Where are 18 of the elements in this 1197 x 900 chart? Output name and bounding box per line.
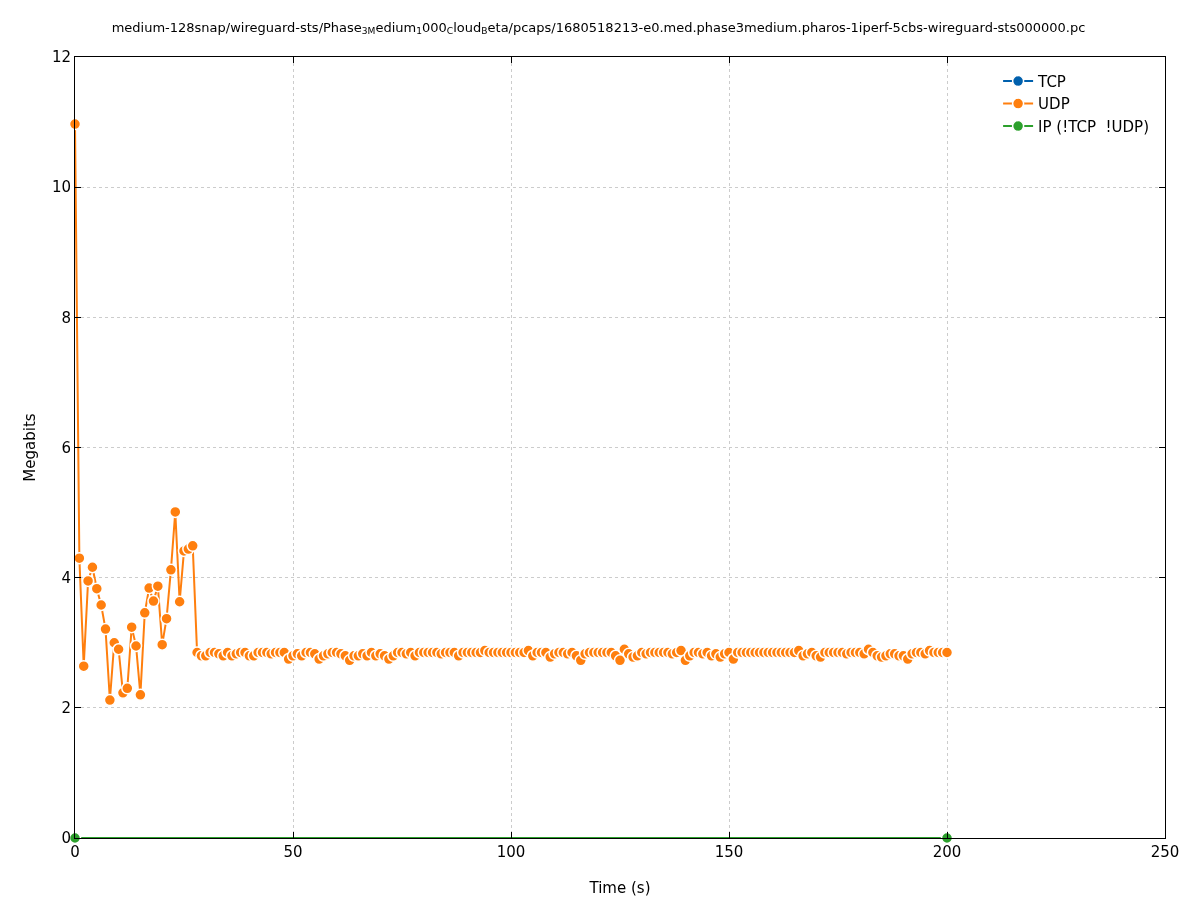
y-tick-label: 8 [61, 308, 71, 327]
y-axis-title: Megabits [21, 413, 39, 482]
y-tick-label: 12 [51, 48, 71, 67]
chart-title: medium-128snap/wireguard-sts/Phase$_{3M}$edium$_{1}$000$_{C}$loud$_{B}$eta/pcaps/1680518213-e0.med.phase3medium.pharos-1iperf-5cbs-wireguard-sts000000.pc [111, 19, 1086, 37]
x-tick-label: 250 [1150, 843, 1180, 861]
legend-label: IP (!TCP !UDP) [1038, 117, 1149, 136]
y-tick-label: 2 [61, 699, 71, 718]
x-tick-label: 200 [932, 843, 962, 861]
x-tick-label: 100 [496, 843, 526, 861]
y-tick-label: 0 [61, 829, 71, 848]
x-tick-label: 50 [283, 843, 303, 861]
x-axis-title: Time (s) [588, 879, 651, 897]
y-tick-label: 6 [61, 438, 71, 457]
legend-label: TCP [1037, 72, 1066, 91]
y-tick-label: 10 [51, 178, 71, 197]
y-tick-label: 4 [61, 568, 71, 587]
x-tick-label: 150 [714, 843, 744, 861]
legend-label: UDP [1038, 95, 1070, 114]
